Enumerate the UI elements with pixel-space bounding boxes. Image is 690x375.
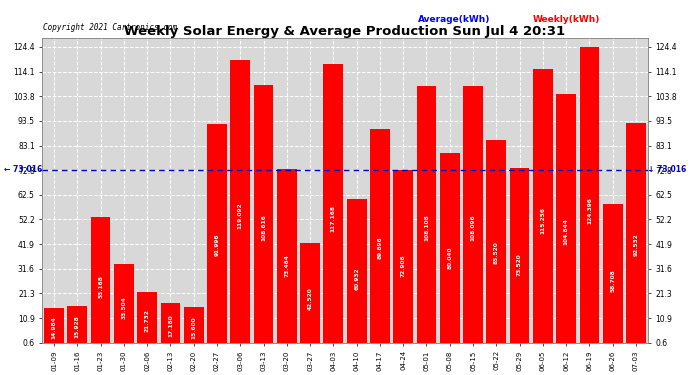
Bar bbox=[370, 129, 390, 344]
Bar bbox=[90, 217, 110, 344]
Bar bbox=[277, 169, 297, 344]
Bar bbox=[440, 153, 460, 344]
Bar bbox=[393, 170, 413, 344]
Text: 89.896: 89.896 bbox=[377, 236, 382, 259]
Title: Weekly Solar Energy & Average Production Sun Jul 4 20:31: Weekly Solar Energy & Average Production… bbox=[124, 25, 566, 38]
Text: ↓ 73.016: ↓ 73.016 bbox=[648, 165, 686, 174]
Text: 119.092: 119.092 bbox=[238, 203, 243, 229]
Bar bbox=[44, 308, 64, 344]
Text: 14.984: 14.984 bbox=[52, 316, 57, 339]
Bar bbox=[556, 94, 576, 344]
Text: ← 73.016: ← 73.016 bbox=[4, 165, 42, 174]
Bar bbox=[254, 85, 273, 344]
Bar bbox=[347, 198, 366, 344]
Text: 108.096: 108.096 bbox=[471, 214, 475, 241]
Text: 108.108: 108.108 bbox=[424, 214, 429, 241]
Text: 73.520: 73.520 bbox=[517, 254, 522, 276]
Bar bbox=[510, 168, 529, 344]
Bar bbox=[207, 124, 227, 344]
Text: Weekly(kWh): Weekly(kWh) bbox=[533, 15, 600, 24]
Text: 80.040: 80.040 bbox=[447, 247, 452, 269]
Bar bbox=[184, 307, 204, 344]
Bar bbox=[161, 303, 180, 344]
Bar bbox=[68, 306, 87, 344]
Text: 58.708: 58.708 bbox=[610, 270, 615, 292]
Bar bbox=[626, 123, 646, 344]
Bar bbox=[230, 60, 250, 344]
Text: 72.908: 72.908 bbox=[401, 254, 406, 277]
Text: 104.844: 104.844 bbox=[564, 218, 569, 245]
Bar bbox=[114, 264, 134, 344]
Text: 124.396: 124.396 bbox=[587, 197, 592, 224]
Text: 85.520: 85.520 bbox=[494, 241, 499, 264]
Text: 91.996: 91.996 bbox=[215, 234, 219, 256]
Text: 117.168: 117.168 bbox=[331, 205, 336, 232]
Text: 53.168: 53.168 bbox=[98, 276, 103, 298]
Bar bbox=[580, 47, 600, 344]
Bar bbox=[486, 140, 506, 344]
Text: 73.464: 73.464 bbox=[284, 254, 289, 277]
Text: 17.180: 17.180 bbox=[168, 314, 173, 337]
Text: 42.520: 42.520 bbox=[308, 287, 313, 310]
Text: 60.932: 60.932 bbox=[354, 267, 359, 290]
Text: Average(kWh): Average(kWh) bbox=[417, 15, 490, 24]
Text: 92.532: 92.532 bbox=[633, 233, 638, 256]
Bar bbox=[137, 292, 157, 344]
Bar bbox=[324, 64, 343, 344]
Bar bbox=[463, 86, 483, 344]
Text: 15.600: 15.600 bbox=[191, 316, 196, 339]
Text: 108.616: 108.616 bbox=[261, 214, 266, 241]
Bar bbox=[300, 243, 320, 344]
Text: 15.928: 15.928 bbox=[75, 316, 80, 338]
Bar bbox=[533, 69, 553, 344]
Bar bbox=[417, 86, 436, 344]
Bar bbox=[603, 204, 622, 344]
Text: 115.256: 115.256 bbox=[540, 207, 545, 234]
Text: 21.732: 21.732 bbox=[145, 309, 150, 332]
Text: 33.504: 33.504 bbox=[121, 297, 126, 320]
Text: Copyright 2021 Cartronics.com: Copyright 2021 Cartronics.com bbox=[43, 23, 177, 32]
